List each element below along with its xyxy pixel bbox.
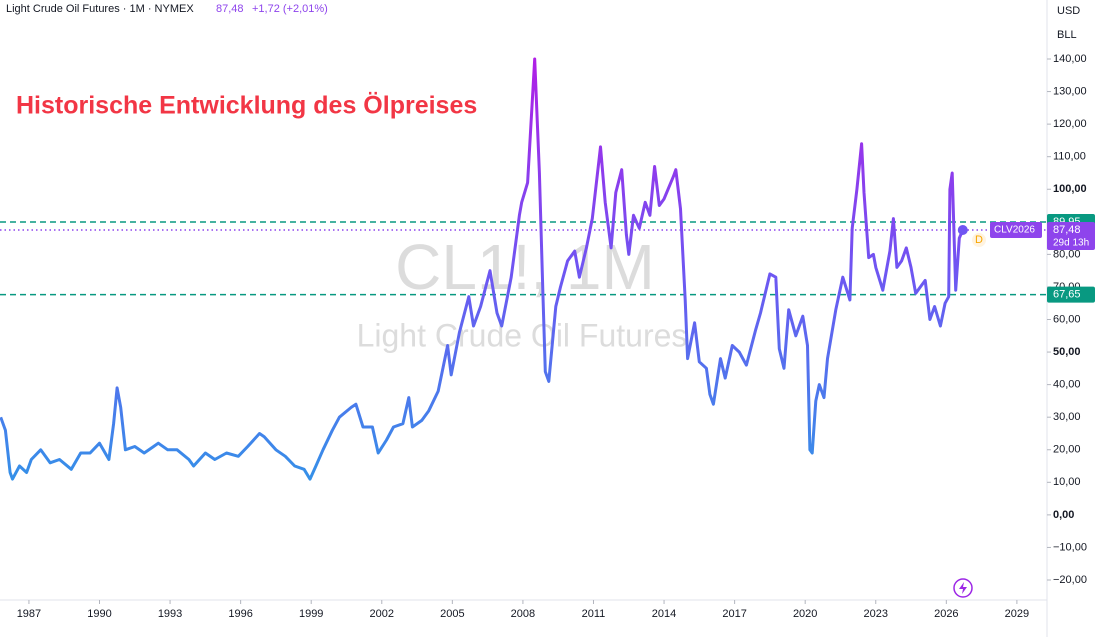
watermark: CL1!, 1M [395, 231, 655, 303]
x-tick-label: 2011 [582, 608, 606, 620]
icon-bolt [959, 582, 967, 594]
x-tick-label: 1987 [17, 608, 41, 620]
x-tick-label: 1990 [87, 608, 111, 620]
marker-label[interactable]: D [975, 234, 983, 246]
y-tick-label: 110,00 [1053, 151, 1086, 163]
x-tick-label: 2014 [652, 608, 676, 620]
y-tick-label: 50,00 [1053, 346, 1081, 358]
y-tick-label: 100,00 [1053, 183, 1087, 195]
price-box [1047, 286, 1095, 303]
y-tick-label: 120,00 [1053, 118, 1087, 130]
y-tick-label: 10,00 [1053, 476, 1081, 488]
x-tick-label: 2005 [440, 608, 464, 620]
watermark-subtitle: Light Crude Oil Futures [357, 317, 688, 353]
x-tick-label: 1999 [299, 608, 323, 620]
countdown: 29d 13h [1053, 238, 1089, 249]
y-tick-label: −10,00 [1053, 541, 1087, 553]
y-tick-label: 60,00 [1053, 313, 1081, 325]
y-tick-label: 80,00 [1053, 248, 1081, 260]
y-tick-label: −20,00 [1053, 574, 1087, 586]
price-label: 67,65 [1053, 288, 1081, 300]
price-label: 87,48 [1053, 224, 1081, 236]
contract-box [990, 222, 1042, 239]
y-tick-label: 0,00 [1053, 509, 1074, 521]
x-tick-label: 2008 [511, 608, 535, 620]
last-price: 87,48 [216, 3, 244, 15]
x-tick-label: 2026 [934, 608, 958, 620]
unit[interactable]: BLL [1057, 29, 1077, 41]
y-tick-label: 140,00 [1053, 53, 1087, 65]
contract-label: CLV2026 [994, 225, 1035, 236]
price-box [1047, 222, 1095, 251]
y-tick-label: 40,00 [1053, 379, 1081, 391]
x-tick-label: 2023 [864, 608, 888, 620]
title: Historische Entwicklung des Ölpreises [16, 91, 477, 120]
x-tick-label: 1996 [228, 608, 252, 620]
x-tick-label: 2029 [1005, 608, 1029, 620]
last-point [957, 225, 968, 236]
price-line-series [0, 57, 965, 481]
lightning-icon[interactable] [953, 578, 973, 598]
change: +1,72 (+2,01%) [252, 3, 328, 15]
y-tick-label: 130,00 [1053, 85, 1087, 97]
x-tick-label: 2002 [370, 608, 394, 620]
currency[interactable]: USD [1057, 5, 1080, 17]
x-tick-label: 2020 [793, 608, 817, 620]
y-tick-label: 30,00 [1053, 411, 1081, 423]
x-tick-label: 2017 [722, 608, 746, 620]
marker-circle[interactable] [972, 233, 986, 248]
x-tick-label: 1993 [158, 608, 182, 620]
y-tick-label: 20,00 [1053, 444, 1081, 456]
symbol: Light Crude Oil Futures · 1M · NYMEX [6, 3, 194, 15]
